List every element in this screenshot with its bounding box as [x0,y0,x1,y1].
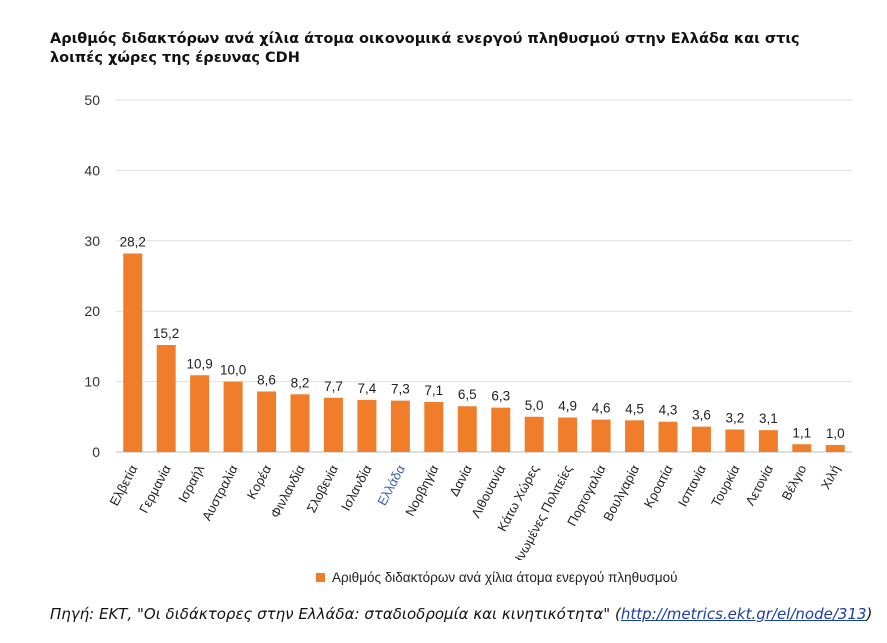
source-prefix: Πηγή: ΕΚΤ, "Οι διδάκτορες στην Ελλάδα: σ… [50,605,621,623]
x-tick-label: Λετονία [742,462,776,508]
x-tick-label: Ελβετία [106,462,140,508]
source-link[interactable]: http://metrics.ekt.gr/el/node/313 [620,605,867,623]
data-label: 28,2 [120,234,146,249]
x-tick-label: Ελλάδα [374,462,408,508]
data-label: 10,9 [186,356,212,371]
x-tick-label: Γερμανία [136,462,174,516]
data-label: 10,0 [220,363,246,378]
x-tick-label: Δανία [446,462,475,499]
data-label: 5,0 [525,398,544,413]
bar-11 [491,407,511,452]
bar-13 [558,417,578,452]
y-tick-label: 50 [84,92,100,108]
bar-18 [725,429,745,452]
x-tick-label: Ισπανία [675,462,710,509]
bar-9 [424,402,444,452]
legend-label: Αριθμός διδακτόρων ανά χίλια άτομα ενεργ… [332,570,678,585]
y-tick-label: 0 [92,444,100,460]
data-label: 1,0 [826,426,845,441]
data-label: 7,7 [324,379,343,394]
y-tick-label: 10 [84,374,100,390]
y-tick-label: 40 [84,162,100,178]
x-tick-label: Νορβηγία [402,462,442,519]
x-tick-label: Τουρκία [708,462,743,509]
x-tick-label: Χιλή [818,462,843,491]
data-label: 4,3 [659,403,678,418]
data-label: 3,2 [726,410,745,425]
x-tick-label: Σλοβενία [304,462,342,515]
bar-2 [190,375,210,452]
data-label: 7,1 [424,383,443,398]
y-tick-label: 30 [84,233,100,249]
data-label: 1,1 [792,425,811,440]
legend: Αριθμός διδακτόρων ανά χίλια άτομα ενεργ… [316,570,678,585]
bar-12 [524,416,544,452]
bar-0 [123,253,143,452]
chart-title: Αριθμός διδακτόρων ανά χίλια άτομα οικον… [50,31,800,66]
source-note: Πηγή: ΕΚΤ, "Οι διδάκτορες στην Ελλάδα: σ… [50,605,872,623]
bar-5 [290,394,310,452]
y-tick-label: 20 [84,303,100,319]
x-tick-label: Κορέα [244,462,275,502]
data-label: 4,5 [625,401,644,416]
data-label: 6,5 [458,387,477,402]
bar-21 [825,444,845,452]
source-suffix: ) [866,605,873,623]
bar-16 [658,421,678,452]
bar-14 [591,419,611,452]
y-axis: 0 10 20 30 40 50 [84,92,100,460]
bar-7 [357,399,377,452]
data-label: 7,4 [358,381,377,396]
bar-20 [792,444,812,452]
bar-19 [758,430,778,452]
x-tick-label: Ισραήλ [175,462,207,505]
data-label: 3,6 [692,408,711,423]
bar-3 [223,381,243,452]
data-label: 8,6 [257,372,276,387]
legend-swatch [316,573,325,582]
bar-4 [257,391,277,452]
bars [123,253,845,452]
data-label: 7,3 [391,382,410,397]
x-tick-label: Κροατία [641,462,676,510]
data-label: 15,2 [153,326,179,341]
bar-10 [457,406,477,452]
bar-chart: 0 10 20 30 40 50 28,2 15,2 10,9 10,0 8,6 8,2 7,7 7,4… [84,92,852,560]
x-tick-label: Ισλανδία [338,462,375,513]
bar-8 [390,400,410,452]
bar-6 [323,397,343,452]
data-label: 3,1 [759,411,778,426]
data-labels: 28,2 15,2 10,9 10,0 8,6 8,2 7,7 7,4 7,3 7,1 6,5 6,3… [120,234,845,440]
data-label: 4,6 [592,401,611,416]
bar-15 [625,420,645,452]
bar-17 [691,426,711,452]
x-tick-label: Βέλγιο [779,462,810,502]
bar-1 [156,344,176,452]
data-label: 4,9 [558,399,577,414]
data-label: 8,2 [291,375,310,390]
data-label: 6,3 [491,389,510,404]
